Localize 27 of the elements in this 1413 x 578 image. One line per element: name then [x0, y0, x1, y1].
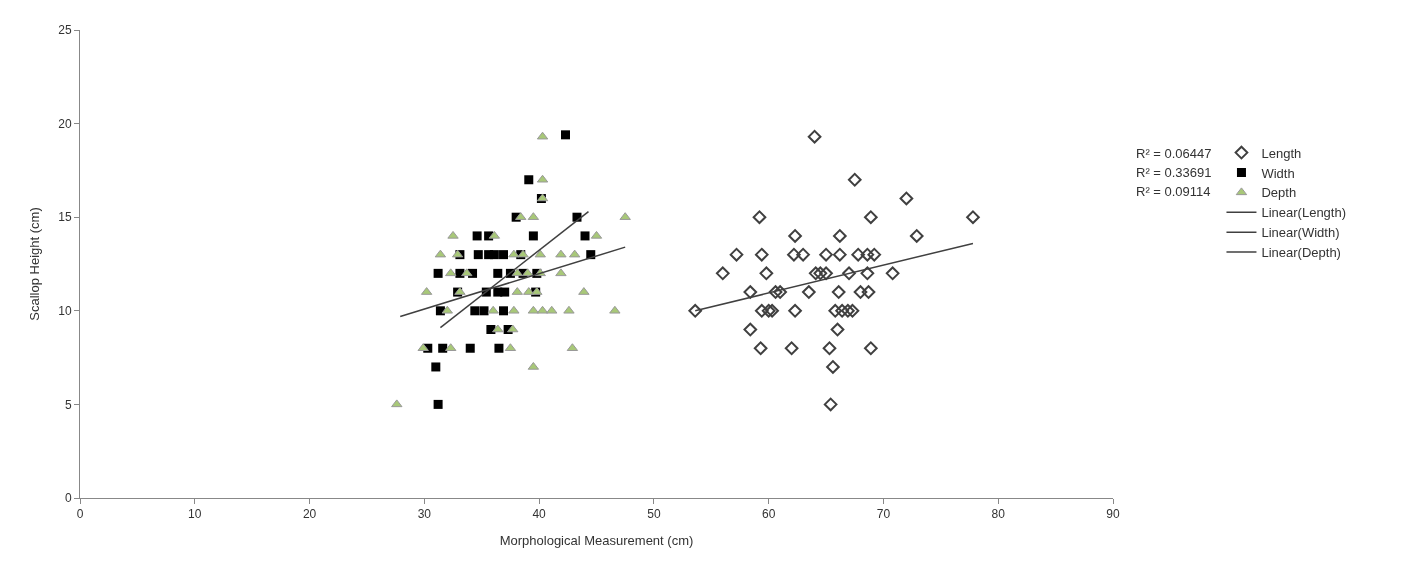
x-tick-label: 10 [188, 507, 202, 522]
x-axis-title: Morphological Measurement (cm) [499, 533, 694, 548]
x-tick-label: 30 [417, 507, 432, 522]
x-tick-label: 40 [532, 507, 547, 522]
x-tick-label: 60 [761, 507, 776, 522]
y-axis-title: Scallop Height (cm) [27, 207, 43, 321]
legend-label: Linear(Width) [1261, 225, 1340, 241]
legend-label: Linear(Length) [1261, 205, 1347, 221]
x-tick-label: 50 [647, 507, 661, 522]
y-tick-label: 5 [64, 397, 72, 412]
y-tick-label: 20 [58, 116, 72, 131]
text: R² = 0.33691 [1136, 165, 1212, 180]
text: R² = 0.09114 [1136, 184, 1211, 199]
legend-label: Linear(Depth) [1261, 245, 1341, 261]
legend-label: Length [1261, 145, 1302, 161]
y-tick-label: 15 [58, 210, 72, 225]
y-tick-label: 25 [58, 23, 72, 38]
legend-label: Width [1261, 165, 1295, 181]
y-tick-label: 0 [64, 491, 72, 506]
x-tick-label: 0 [76, 507, 84, 522]
x-tick-label: 70 [876, 507, 891, 522]
y-tick-label: 10 [58, 304, 72, 318]
legend-label: Depth [1261, 185, 1297, 201]
x-tick-label: 90 [1106, 507, 1120, 522]
text: R² = 0.06447 [1136, 146, 1212, 161]
x-tick-label: 80 [991, 507, 1006, 522]
x-tick-label: 20 [302, 507, 317, 522]
